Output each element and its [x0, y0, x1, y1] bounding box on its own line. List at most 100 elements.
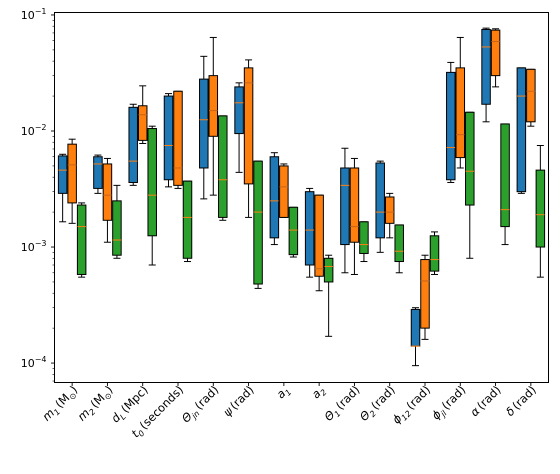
iqr-box: [182, 180, 193, 259]
box-3-series-1: [173, 90, 183, 189]
iqr-box: [446, 71, 456, 181]
box-7-series-1: [314, 194, 324, 292]
iqr-box: [67, 143, 77, 204]
iqr-box: [173, 90, 183, 186]
box-0-series-0: [57, 153, 68, 223]
iqr-box: [218, 115, 228, 218]
x-label-unit: (rad): [439, 383, 469, 413]
box-5-series-0: [234, 82, 244, 173]
box-12-series-2: [500, 123, 510, 246]
box-7-series-0: [304, 187, 315, 278]
iqr-box: [93, 156, 103, 189]
y-tick-label-base: 10: [21, 357, 35, 370]
iqr-box: [420, 259, 430, 329]
x-label-subscript: 2: [87, 407, 97, 417]
iqr-box: [359, 221, 369, 254]
x-tick-label: ϕjl(rad): [429, 383, 470, 424]
iqr-box: [314, 194, 324, 277]
box-2-series-1: [137, 85, 148, 145]
y-tick-label-exponent: −3: [35, 239, 47, 248]
box-7-series-2: [323, 254, 334, 337]
box-11-series-0: [446, 61, 456, 183]
box-12-series-0: [481, 27, 491, 123]
x-label-subscript: 1: [333, 409, 343, 419]
box-6-series-2: [288, 206, 299, 258]
iqr-box: [269, 156, 280, 239]
box-3-series-0: [163, 93, 174, 188]
iqr-box: [279, 165, 289, 218]
x-tick-label: δ(rad): [503, 383, 539, 419]
x-label-subscript: 1: [52, 407, 62, 417]
y-tick-label-exponent: −4: [35, 355, 47, 364]
box-13-series-0: [516, 67, 527, 194]
x-label-unit: (rad): [227, 383, 257, 413]
x-tick-label: m1(M⊙): [39, 383, 81, 425]
box-4-series-1: [208, 36, 219, 196]
box-4-series-0: [199, 55, 209, 200]
x-axis-tick-labels: m1(M⊙)m2(M⊙)dL(Mpc)t0(seconds)Θjn(rad)ψ(…: [39, 382, 539, 440]
iqr-box: [526, 68, 536, 123]
x-label-unit: (rad): [192, 383, 222, 413]
y-tick-label-exponent: −1: [35, 7, 47, 16]
iqr-box: [394, 224, 404, 263]
box-11-series-2: [465, 111, 475, 259]
iqr-box: [340, 167, 350, 246]
box-plot-area: [57, 27, 546, 367]
box-11-series-1: [455, 36, 466, 169]
box-10-series-2: [429, 231, 440, 275]
y-tick-label: 10−4: [21, 355, 47, 370]
y-axis-ticks: 10−410−310−210−1: [21, 7, 55, 382]
iqr-box: [375, 162, 385, 239]
iqr-box: [481, 28, 491, 105]
x-label-unit: (rad): [474, 383, 504, 413]
x-label-unit-subscript: ⊙: [67, 391, 78, 402]
box-6-series-1: [279, 163, 289, 218]
box-8-series-1: [349, 157, 360, 275]
box-0-series-1: [67, 138, 77, 224]
y-tick-label-base: 10: [21, 125, 35, 138]
iqr-box: [208, 75, 219, 137]
box-1-series-2: [112, 184, 122, 259]
box-13-series-2: [535, 144, 546, 278]
y-tick-label-base: 10: [21, 9, 35, 22]
box-9-series-1: [384, 192, 395, 239]
x-tick-label: ψ(rad): [220, 383, 257, 420]
iqr-box: [112, 200, 122, 256]
box-1-series-0: [93, 154, 103, 194]
iqr-box: [304, 191, 315, 266]
iqr-box: [465, 111, 475, 206]
x-label-unit-subscript: ⊙: [103, 391, 114, 402]
iqr-box: [516, 67, 527, 193]
iqr-box: [500, 123, 510, 228]
y-tick-label-exponent: −2: [35, 123, 47, 132]
x-label-subscript: L: [118, 412, 128, 422]
iqr-box: [57, 155, 68, 194]
box-2-series-0: [128, 103, 138, 186]
box-12-series-1: [490, 28, 501, 88]
iqr-box: [455, 67, 466, 159]
iqr-box: [163, 95, 174, 181]
x-label-subscript: 2: [319, 388, 329, 398]
y-tick-label: 10−1: [21, 7, 47, 22]
box-3-series-2: [182, 180, 193, 263]
box-10-series-0: [410, 307, 421, 367]
iqr-box: [199, 78, 209, 169]
x-label-unit: (Mpc): [118, 383, 151, 416]
iqr-box: [234, 86, 244, 135]
box-10-series-1: [420, 254, 430, 340]
iqr-box: [349, 167, 360, 243]
x-label-subscript: 2: [368, 409, 378, 419]
x-label-subscript: jl: [438, 408, 449, 419]
iqr-box: [147, 128, 157, 237]
x-tick-label: Θjn(rad): [179, 383, 223, 427]
box-8-series-0: [340, 147, 350, 274]
box-1-series-1: [102, 157, 113, 243]
box-8-series-2: [359, 221, 369, 263]
iqr-box: [102, 163, 113, 221]
x-label-subscript: 1: [283, 388, 293, 398]
box-5-series-1: [243, 59, 254, 218]
x-label-unit: (rad): [333, 383, 363, 413]
box-4-series-2: [218, 115, 228, 221]
box-6-series-0: [269, 152, 280, 246]
